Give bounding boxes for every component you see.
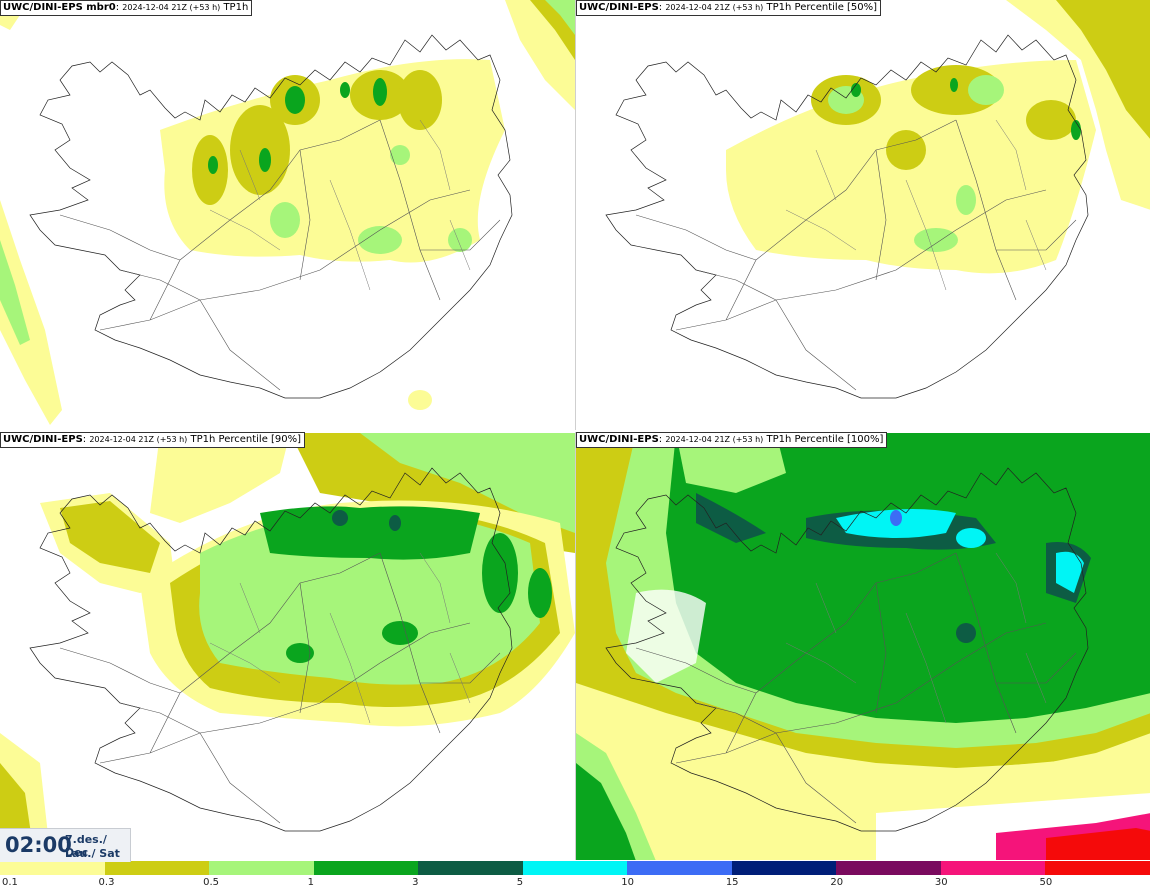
colorbar-tick-label: 30	[934, 877, 948, 888]
colorbar-tick-label: 1	[307, 877, 314, 888]
panel-divider-horizontal	[0, 430, 1150, 432]
map-panel-p90: UWC/DINI-EPS: 2024-12-04 21Z (+53 h) TP1…	[0, 432, 575, 860]
colorbar-tick-label: 0.1	[2, 877, 18, 888]
colorbar-segment	[104, 861, 210, 875]
member-label: mbr0	[82, 2, 116, 13]
model-name: UWC/DINI-EPS	[579, 2, 659, 13]
precip-map-p50	[576, 0, 1150, 430]
colorbar-tick-label: 3	[412, 877, 419, 888]
colorbar-tick-label: 0.3	[98, 877, 115, 888]
colorbar-segment	[627, 861, 732, 875]
model-name: UWC/DINI-EPS	[3, 434, 83, 445]
valid-time: 02:00	[5, 833, 72, 857]
panel-title-p90: UWC/DINI-EPS: 2024-12-04 21Z (+53 h) TP1…	[0, 432, 306, 448]
colorbar-segment	[940, 861, 1046, 875]
run-time: 2024-12-04 21Z (+53 h)	[665, 435, 764, 444]
colorbar-segment	[209, 861, 314, 875]
colorbar-segment	[313, 861, 419, 875]
variable-label: TP1h	[223, 2, 249, 13]
panel-title-mbr0: UWC/DINI-EPS mbr0: 2024-12-04 21Z (+53 h…	[0, 0, 253, 16]
colorbar-segment	[0, 861, 105, 875]
precip-colorbar	[0, 861, 1150, 875]
run-time: 2024-12-04 21Z (+53 h)	[665, 3, 764, 12]
colorbar-segment	[522, 861, 628, 875]
colorbar-tick-label: 15	[725, 877, 739, 888]
variable-label: TP1h Percentile [90%]	[190, 434, 302, 445]
model-name: UWC/DINI-EPS	[3, 2, 83, 13]
run-time: 2024-12-04 21Z (+53 h)	[122, 3, 221, 12]
colorbar-segment	[836, 861, 941, 875]
colorbar-tick-label: 20	[830, 877, 844, 888]
colorbar-tick-label: 10	[621, 877, 634, 888]
valid-day: Lau./ Sat	[65, 847, 120, 860]
colorbar-segment	[1045, 861, 1150, 875]
model-name: UWC/DINI-EPS	[579, 434, 659, 445]
colorbar-segment	[731, 861, 837, 875]
run-time: 2024-12-04 21Z (+53 h)	[89, 435, 188, 444]
map-panel-p100: UWC/DINI-EPS: 2024-12-04 21Z (+53 h) TP1…	[576, 432, 1150, 860]
precip-map-mbr0	[0, 0, 575, 430]
valid-time-box: 02:00 7.des./ Dec Lau./ Sat	[0, 828, 131, 862]
map-panel-p50: UWC/DINI-EPS: 2024-12-04 21Z (+53 h) TP1…	[576, 0, 1150, 430]
panel-title-p50: UWC/DINI-EPS: 2024-12-04 21Z (+53 h) TP1…	[576, 0, 882, 16]
map-panel-mbr0: UWC/DINI-EPS mbr0: 2024-12-04 21Z (+53 h…	[0, 0, 575, 430]
colorbar-segment	[418, 861, 523, 875]
colorbar-tick-label: 50	[1039, 877, 1053, 888]
colorbar-tick-label: 5	[516, 877, 524, 888]
precip-map-p90	[0, 433, 575, 860]
colorbar-tick-label: 0.5	[203, 877, 219, 888]
colorbar-ticks: 0.1 0.3 0.5 1 3 5 10 15 20 30 50	[0, 876, 1150, 891]
variable-label: TP1h Percentile [50%]	[766, 2, 878, 13]
valid-date: 7.des./ Dec	[65, 833, 107, 859]
panel-title-p100: UWC/DINI-EPS: 2024-12-04 21Z (+53 h) TP1…	[576, 432, 888, 448]
variable-label: TP1h Percentile [100%]	[766, 434, 884, 445]
precip-map-p100	[576, 433, 1150, 860]
